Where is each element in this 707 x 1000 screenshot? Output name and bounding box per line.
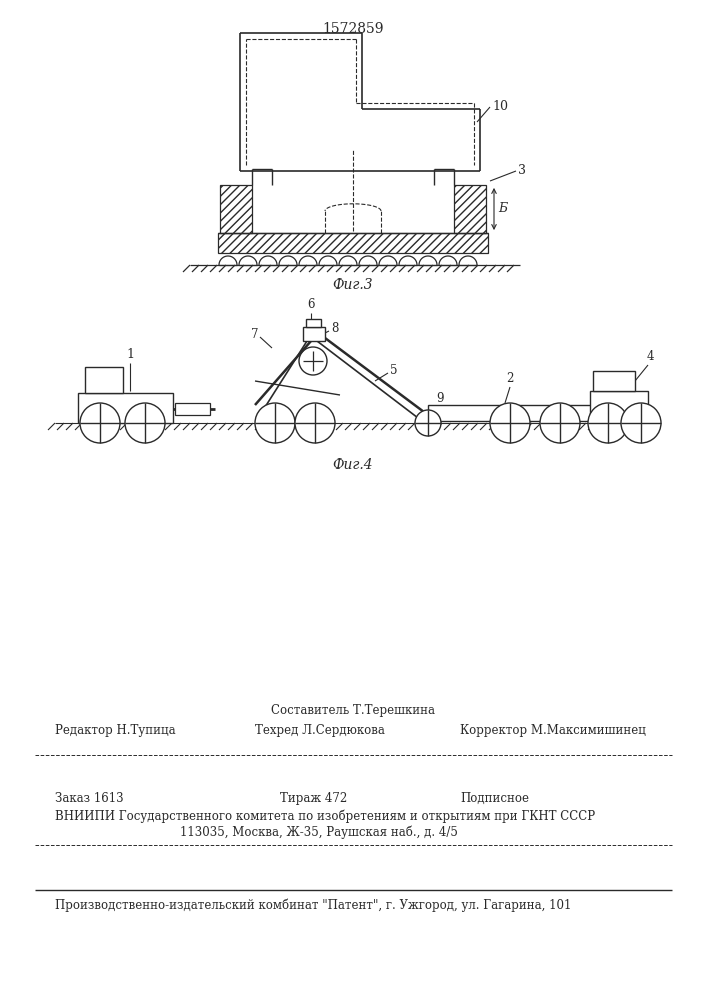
Bar (78, 393, 173, 423)
Text: Б: Б (498, 202, 507, 216)
Bar (306, 319, 321, 327)
Bar (590, 391, 648, 423)
Text: 9: 9 (436, 392, 443, 406)
Circle shape (255, 403, 295, 443)
Text: Составитель Т.Терешкина: Составитель Т.Терешкина (271, 704, 435, 717)
Circle shape (125, 403, 165, 443)
Text: 4: 4 (646, 350, 654, 363)
Circle shape (621, 403, 661, 443)
Text: 8: 8 (331, 322, 339, 336)
Bar (593, 371, 635, 391)
Text: 1: 1 (126, 348, 134, 361)
Text: Заказ 1613: Заказ 1613 (55, 792, 124, 805)
Circle shape (80, 403, 120, 443)
Circle shape (490, 403, 530, 443)
Circle shape (588, 403, 628, 443)
Bar (303, 327, 325, 341)
Text: 6: 6 (308, 298, 315, 311)
Text: Фиг.4: Фиг.4 (333, 458, 373, 472)
Circle shape (540, 403, 580, 443)
Text: ВНИИПИ Государственного комитета по изобретениям и открытиям при ГКНТ СССР: ВНИИПИ Государственного комитета по изоб… (55, 810, 595, 823)
Text: Редактор Н.Тупица: Редактор Н.Тупица (55, 724, 175, 737)
Text: 113035, Москва, Ж-35, Раушская наб., д. 4/5: 113035, Москва, Ж-35, Раушская наб., д. … (180, 826, 458, 839)
Bar (454, 185, 486, 233)
Circle shape (295, 403, 335, 443)
Circle shape (415, 410, 441, 436)
Text: Фиг.3: Фиг.3 (333, 278, 373, 292)
Bar (220, 185, 252, 233)
Text: 5: 5 (390, 364, 397, 377)
Text: Производственно-издательский комбинат "Патент", г. Ужгород, ул. Гагарина, 101: Производственно-издательский комбинат "П… (55, 898, 571, 912)
Bar (175, 403, 210, 415)
Text: Корректор М.Максимишинец: Корректор М.Максимишинец (460, 724, 646, 737)
Text: 3: 3 (518, 164, 526, 178)
Bar (218, 233, 488, 253)
Text: 10: 10 (492, 101, 508, 113)
Text: 2: 2 (506, 372, 514, 385)
Circle shape (299, 347, 327, 375)
Text: 1572859: 1572859 (322, 22, 384, 36)
Text: Тираж 472: Тираж 472 (280, 792, 347, 805)
Text: Техред Л.Сердюкова: Техред Л.Сердюкова (255, 724, 385, 737)
Bar (85, 367, 123, 393)
Text: Подписное: Подписное (460, 792, 529, 805)
Bar (428, 405, 603, 421)
Text: 7: 7 (250, 328, 258, 342)
